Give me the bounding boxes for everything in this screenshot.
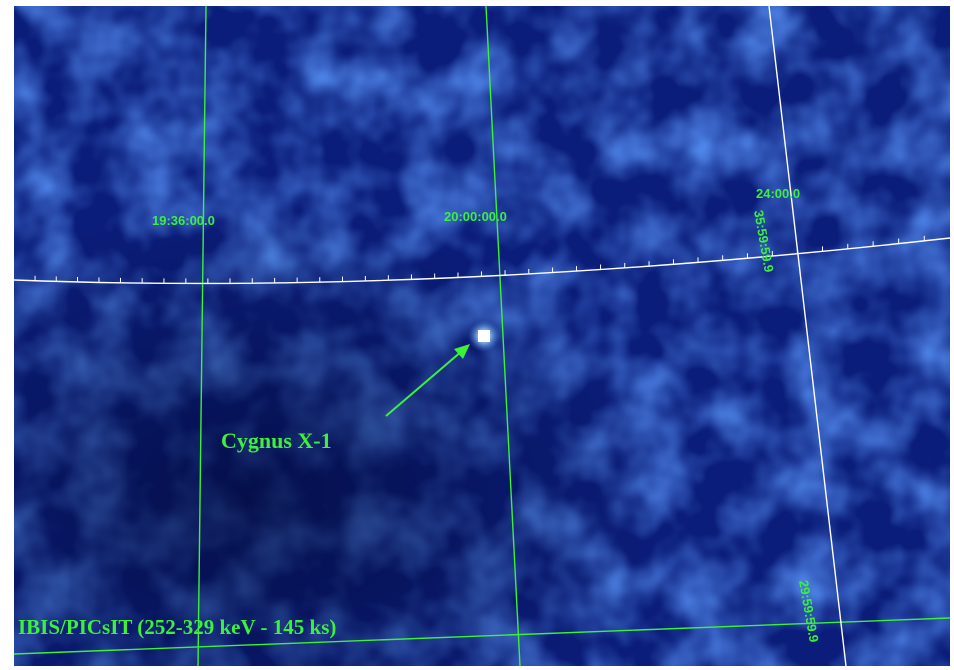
source-label: Cygnus X-1: [221, 428, 332, 453]
sky-image: 19:36:00.0 20:00:00.0 24:00.0 35:59:59.9…: [14, 6, 950, 666]
ra-line-1: [197, 6, 207, 666]
ra-label-3: 24:00.0: [756, 186, 800, 201]
source-cygnus-x1: [478, 330, 490, 342]
ra-label-1: 19:36:00.0: [152, 213, 215, 228]
caption: IBIS/PICsIT (252-329 keV - 145 ks): [18, 615, 336, 639]
ra-label-2: 20:00:00.0: [444, 209, 507, 224]
intensity-map: 19:36:00.0 20:00:00.0 24:00.0 35:59:59.9…: [14, 6, 950, 666]
dec-ticks: [34, 235, 925, 284]
ra-line-3: [768, 6, 847, 666]
ra-grid-lines: [197, 6, 521, 666]
ra-line-2: [485, 6, 521, 666]
dec-line-2: [14, 617, 950, 655]
arrow: [385, 344, 470, 417]
